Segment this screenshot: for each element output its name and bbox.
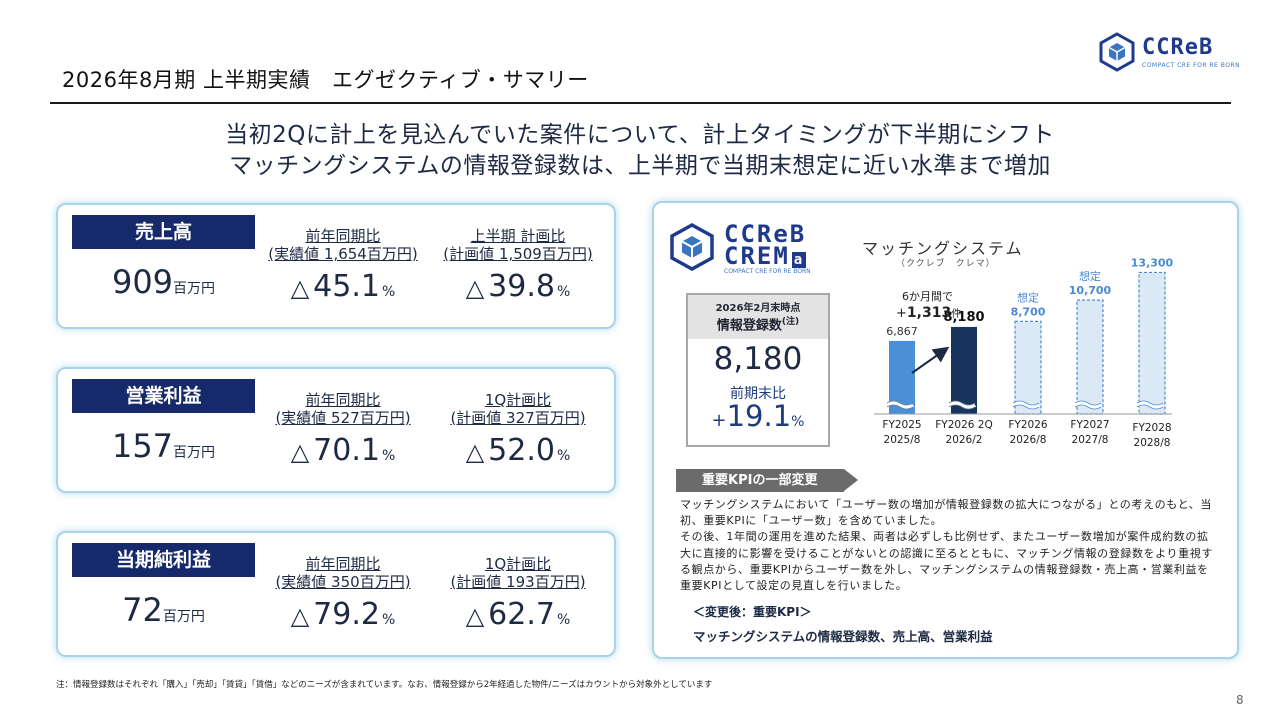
logo-wordmark: CCReB: [1142, 35, 1214, 60]
chart-bar-2: [1014, 320, 1042, 415]
plan-comparison: 1Q計画比 (計画値 193百万円) △ 62.7%: [450, 555, 586, 632]
page-number: 8: [1236, 693, 1244, 707]
chart-category-label: 2026/8: [1010, 434, 1047, 446]
chart-category-label: FY2027: [1070, 419, 1109, 431]
kpi-after-value: マッチングシステムの情報登録数、売上高、営業利益: [693, 629, 993, 644]
chart-category-label: FY2026: [1008, 419, 1047, 431]
growth-arrow-icon: [911, 346, 950, 374]
growth-annotation-line1: 6か月間で: [902, 290, 953, 303]
footnote: 注：情報登録数はそれぞれ「購入」「売却」「賃貸」「賃借」などのニーズが含まれてい…: [56, 680, 713, 690]
chart-break-line: [948, 400, 976, 410]
headline-line-2: マッチングシステムの情報登録数は、上半期で当期末想定に近い水準まで増加: [229, 153, 1051, 179]
yoy-comparison: 前年同期比 (実績値 527百万円) △ 70.1%: [275, 391, 411, 468]
chart-category-label: 2028/8: [1134, 437, 1171, 449]
headline: 当初2Qに計上を見込んでいた案件について、計上タイミングが下半期にシフト マッチ…: [0, 120, 1280, 182]
cube-logo-icon: [670, 223, 714, 271]
cube-logo-icon: [1099, 32, 1135, 72]
growth-annotation-line2: +1,313件: [896, 305, 961, 321]
chart-break-line: [1136, 400, 1164, 410]
kpi-card-net-income: 当期純利益 72百万円 前年同期比 (実績値 350百万円) △ 79.2% 1Q…: [56, 531, 616, 657]
chart-value-label: 8,700: [1011, 305, 1046, 318]
kpi-change-tag: 重要KPIの一部変更: [676, 469, 858, 492]
kpi-card-sales: 売上高 909百万円 前年同期比 (実績値 1,654百万円) △ 45.1% 上…: [56, 203, 616, 329]
kpi-after-label: ＜変更後：重要KPI＞: [693, 605, 812, 619]
registration-growth: +19.1%: [711, 399, 805, 433]
title-divider: [50, 102, 1231, 104]
logo-wordmark-ccreb: CCReB: [724, 220, 807, 248]
kpi-label: 売上高: [72, 215, 255, 249]
registration-header: 2026年2月末時点 情報登録数(注): [688, 295, 828, 339]
chart-bar-1: [951, 326, 977, 414]
yoy-comparison: 前年同期比 (実績値 350百万円) △ 79.2%: [275, 555, 411, 632]
chart-bar-4: [1138, 271, 1166, 415]
headline-line-1: 当初2Qに計上を見込んでいた案件について、計上タイミングが下半期にシフト: [225, 122, 1055, 148]
logo-tagline: COMPACT CRE FOR RE BORN: [724, 268, 811, 275]
system-reading: （ククレブ クレマ）: [896, 259, 996, 269]
chart-value-label: 13,300: [1131, 256, 1174, 269]
registration-label: 情報登録数(注): [716, 317, 800, 334]
chart-break-mark: [885, 401, 915, 409]
registration-value: 8,180: [713, 341, 803, 377]
registration-prev-label: 前期末比: [730, 386, 786, 402]
chart-value-label: 10,700: [1069, 284, 1112, 297]
chart-break-line: [886, 400, 914, 410]
company-logo: CCReB COMPACT CRE FOR RE BORN: [1098, 32, 1240, 76]
chart-category-label: 2026/2: [946, 434, 983, 446]
chart-break-line: [1012, 400, 1040, 410]
chart-forecast-label: 想定: [1079, 269, 1101, 283]
chart-value-label: 6,867: [886, 325, 918, 338]
kpi-value: 72百万円: [122, 591, 205, 629]
chart-category-label: 2027/8: [1072, 434, 1109, 446]
yoy-comparison: 前年同期比 (実績値 1,654百万円) △ 45.1%: [268, 227, 418, 304]
registration-date: 2026年2月末時点: [715, 303, 801, 314]
registration-count-box: 2026年2月末時点 情報登録数(注) 8,180 前期末比 +19.1%: [686, 293, 830, 447]
chart-break-mark: [1011, 401, 1041, 409]
chart-bar-3: [1076, 299, 1104, 415]
kpi-label: 営業利益: [72, 379, 255, 413]
logo-tagline: COMPACT CRE FOR RE BORN: [1142, 62, 1241, 69]
plan-comparison: 上半期 計画比 (計画値 1,509百万円) △ 39.8%: [443, 227, 593, 304]
chart-break-line: [1074, 400, 1102, 410]
chart-forecast-label: 想定: [1017, 290, 1039, 304]
chart-category-label: FY2028: [1132, 422, 1171, 434]
chart-category-label: 2025/8: [884, 434, 921, 446]
page-title: 2026年8月期 上半期実績 エグゼクティブ・サマリー: [62, 68, 589, 92]
chart-break-mark: [1135, 401, 1165, 409]
chart-value-label: 8,180: [943, 310, 984, 325]
chart-break-mark: [947, 401, 977, 409]
system-title: マッチングシステム: [862, 239, 1024, 258]
chart-break-mark: [1073, 401, 1103, 409]
crema-logo: CCReB CREM a COMPACT CRE FOR RE BORN: [668, 220, 843, 275]
kpi-value: 909百万円: [111, 263, 216, 301]
plan-comparison: 1Q計画比 (計画値 327百万円) △ 52.0%: [450, 391, 586, 468]
kpi-label: 当期純利益: [72, 543, 255, 577]
logo-wordmark-crema: CREM a: [724, 242, 807, 270]
kpi-card-operating-profit: 営業利益 157百万円 前年同期比 (実績値 527百万円) △ 70.1% 1Q…: [56, 367, 616, 493]
chart-category-label: FY2026 2Q: [935, 419, 992, 431]
kpi-change-body: マッチングシステムにおいて「ユーザー数の増加が情報登録数の拡大につながる」との考…: [680, 498, 1213, 593]
kpi-value: 157百万円: [111, 427, 216, 465]
chart-category-label: FY2025: [882, 419, 921, 431]
